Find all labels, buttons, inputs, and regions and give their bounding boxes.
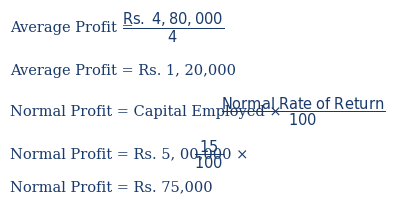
Text: Average Profit =: Average Profit = bbox=[10, 21, 138, 35]
Text: $\dfrac{15}{100}$: $\dfrac{15}{100}$ bbox=[194, 138, 224, 171]
Text: Normal Profit = Rs. 75,000: Normal Profit = Rs. 75,000 bbox=[10, 181, 212, 194]
Text: Normal Profit = Rs. 5, 00,000 ×: Normal Profit = Rs. 5, 00,000 × bbox=[10, 147, 253, 161]
Text: Normal Profit = Capital Employed ×: Normal Profit = Capital Employed × bbox=[10, 105, 286, 119]
Text: $\dfrac{\mathrm{Normal\;Rate\;of\;Return}}{100}$: $\dfrac{\mathrm{Normal\;Rate\;of\;Return… bbox=[221, 95, 386, 128]
Text: $\dfrac{\mathrm{Rs.\;4,80,000}}{4}$: $\dfrac{\mathrm{Rs.\;4,80,000}}{4}$ bbox=[122, 11, 224, 45]
Text: Average Profit = Rs. 1, 20,000: Average Profit = Rs. 1, 20,000 bbox=[10, 64, 236, 78]
